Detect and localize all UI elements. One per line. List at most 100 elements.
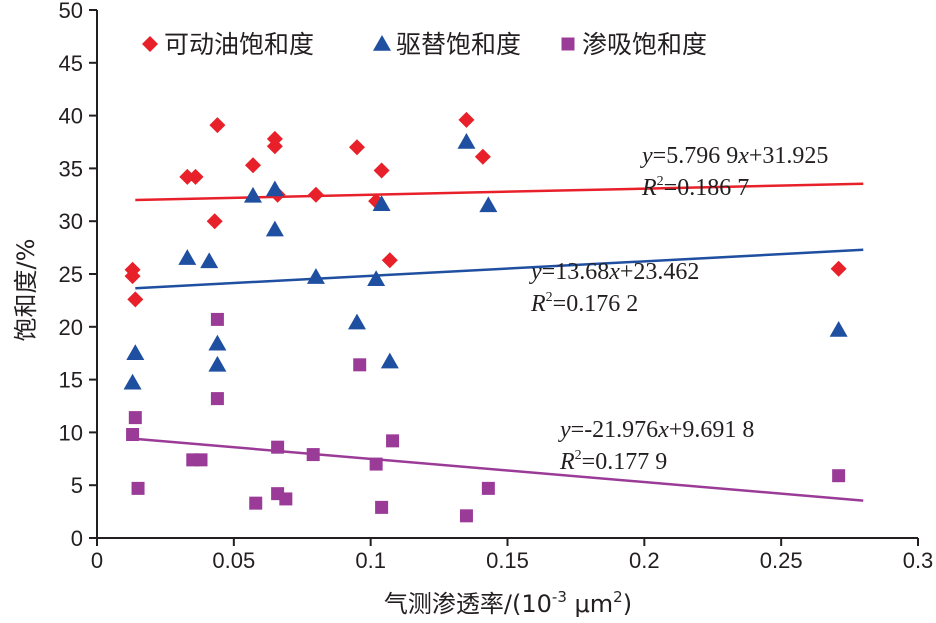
x-tick-label: 0.15	[486, 548, 529, 573]
equation-x-var: x	[737, 143, 749, 169]
data-point-triangle	[200, 252, 219, 269]
data-point-square	[832, 469, 846, 483]
data-point-triangle	[178, 249, 197, 265]
tick-labels: 0 5 10 15 20 25 30 35 40 45 50 0 0.05 0.1 0.15 0.2 0.25 0…	[59, 0, 934, 573]
data-point-triangle	[479, 196, 498, 213]
x-axis-title-unit-exp: 2	[613, 588, 623, 606]
x-tick-label: 0.2	[629, 548, 660, 573]
equation-y-var: y	[640, 143, 653, 169]
data-point-square	[126, 428, 140, 442]
r-squared-text: R2=0.177 9	[559, 448, 667, 475]
data-point-square	[210, 392, 224, 406]
data-point-triangle	[265, 180, 284, 197]
data-point-square	[131, 481, 145, 495]
r-squared-text: R2=0.176 2	[530, 290, 638, 317]
legend-label: 驱替饱和度	[396, 30, 521, 59]
data-point-triangle	[457, 133, 476, 149]
data-point-square	[459, 509, 473, 523]
legend: 可动油饱和度 驱替饱和度 渗吸饱和度	[142, 30, 707, 59]
data-point-diamond	[266, 138, 283, 155]
x-axis-title-unit: μm	[567, 590, 613, 618]
r-squared-symbol: R	[530, 291, 546, 317]
data-point-diamond	[474, 148, 491, 165]
r-squared-value: =0.177 9	[582, 449, 668, 475]
data-point-triangle	[243, 186, 262, 203]
axes	[89, 9, 919, 546]
equation-coefficient: =13.68	[542, 259, 610, 285]
x-tick-label: 0.25	[760, 548, 803, 573]
data-point-diamond	[381, 252, 398, 269]
equation-x-var: x	[608, 259, 620, 285]
x-tick-label: 0.3	[903, 548, 934, 573]
data-point-triangle	[829, 320, 848, 337]
y-tick-label: 30	[59, 209, 83, 234]
y-tick-label: 15	[59, 368, 83, 393]
equation-y-var: y	[558, 417, 571, 443]
y-tick-label: 35	[59, 156, 83, 181]
data-point-triangle	[126, 344, 145, 360]
data-point-triangle	[380, 352, 399, 369]
y-tick-label: 50	[59, 0, 83, 23]
r-squared-text: R2=0.186 7	[641, 174, 749, 201]
legend-marker-diamond	[142, 36, 158, 52]
data-markers	[123, 111, 848, 523]
y-tick-label: 0	[71, 526, 83, 551]
r-squared-symbol: R	[559, 449, 575, 475]
y-axis-title: 饱和度/%	[12, 239, 40, 342]
r-squared-exponent: 2	[657, 174, 664, 189]
equation-x-var: x	[657, 417, 669, 443]
data-point-square	[271, 440, 285, 454]
y-tick-label: 20	[59, 315, 83, 340]
data-point-diamond	[209, 117, 226, 134]
data-point-square	[249, 496, 263, 510]
data-point-diamond	[348, 139, 365, 156]
data-point-diamond	[179, 168, 196, 185]
data-point-square	[353, 358, 367, 372]
equation-text: y=-21.976x+9.691 8	[558, 417, 754, 443]
data-point-diamond	[124, 268, 141, 285]
equation-intercept: +31.925	[749, 143, 829, 169]
data-point-diamond	[373, 162, 390, 179]
data-point-square	[194, 453, 208, 467]
legend-label: 渗吸饱和度	[582, 30, 707, 59]
data-point-square	[210, 312, 224, 326]
y-tick-label: 10	[59, 420, 83, 445]
data-point-diamond	[307, 186, 324, 203]
data-point-diamond	[127, 291, 144, 308]
equation-coefficient: =-21.976	[571, 417, 659, 443]
equation-intercept: +23.462	[620, 259, 700, 285]
data-point-triangle	[347, 313, 366, 330]
trendline-square	[135, 437, 864, 502]
data-point-diamond	[206, 213, 223, 230]
data-point-triangle	[265, 220, 284, 237]
data-point-triangle	[208, 334, 227, 351]
y-tick-label: 25	[59, 262, 83, 287]
data-point-triangle	[372, 195, 391, 212]
equation-y-var: y	[529, 259, 542, 285]
legend-label: 可动油饱和度	[164, 30, 314, 59]
x-axis-title-exp: -3	[552, 588, 567, 606]
equation-text: y=13.68x+23.462	[529, 259, 699, 285]
data-point-triangle	[123, 373, 142, 390]
data-point-diamond	[187, 168, 204, 185]
legend-marker-triangle	[373, 35, 391, 51]
r-squared-value: =0.186 7	[664, 175, 750, 201]
y-tick-label: 45	[59, 51, 83, 76]
x-axis-title-close: )	[623, 590, 632, 618]
x-tick-label: 0	[91, 548, 103, 573]
r-squared-exponent: 2	[575, 448, 582, 463]
trendline-diamond	[135, 182, 864, 202]
data-point-square	[128, 411, 142, 425]
trendline-triangle	[135, 248, 864, 290]
data-point-square	[369, 457, 383, 471]
legend-marker-square	[561, 37, 575, 51]
data-point-triangle	[306, 268, 325, 284]
x-tick-label: 0.05	[212, 548, 255, 573]
r-squared-symbol: R	[641, 175, 657, 201]
r-squared-value: =0.176 2	[553, 291, 639, 317]
x-tick-label: 0.1	[355, 548, 386, 573]
data-point-triangle	[208, 355, 227, 372]
x-axis-title-main: 气测渗透率/(10	[384, 590, 552, 618]
equation-intercept: +9.691 8	[669, 417, 755, 443]
y-tick-label: 5	[71, 473, 83, 498]
